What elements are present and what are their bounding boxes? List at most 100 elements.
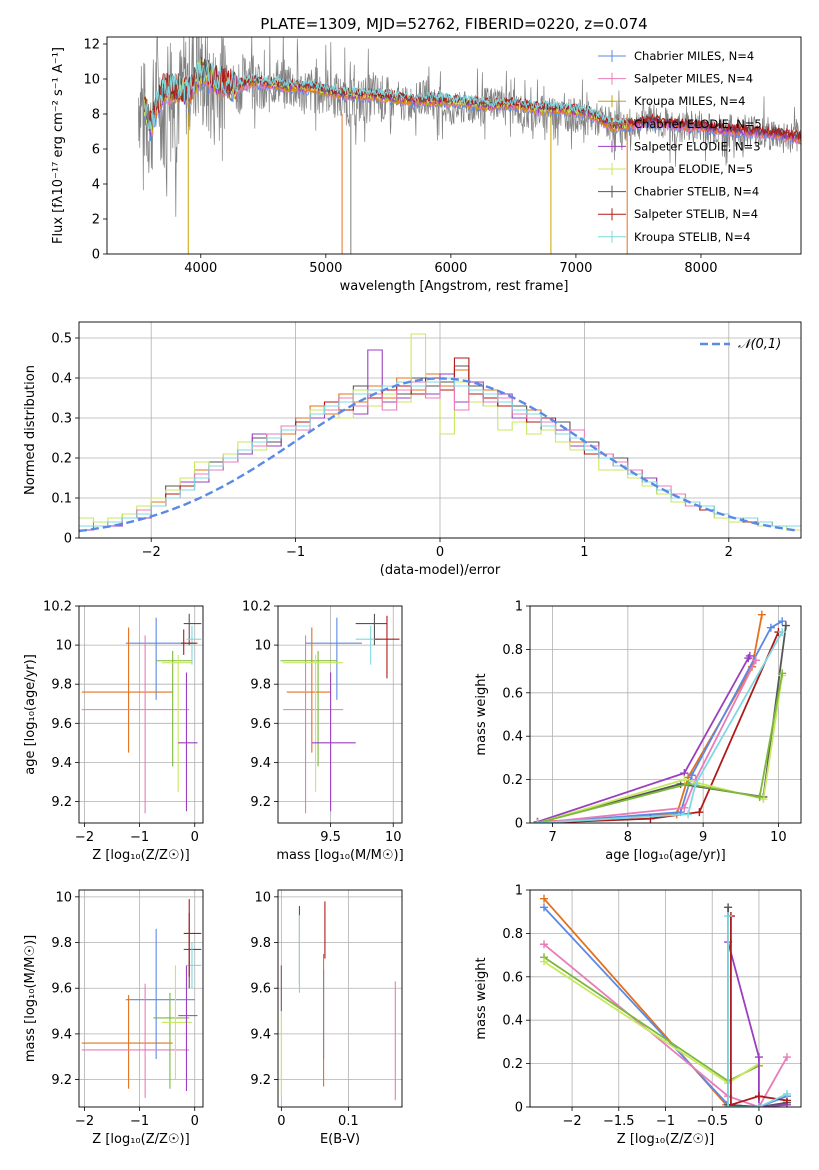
age-vs-mass-panel: 9.5 10 9.2 9.4 9.6 9.8 10 10.2 mass [log₁₀(M/M☉)… bbox=[242, 600, 404, 864]
x-tick-label: −1 bbox=[286, 545, 305, 560]
model-spectrum bbox=[144, 60, 629, 134]
weight-line bbox=[543, 898, 759, 1107]
legend-entry: Salpeter STELIB, N=4 bbox=[634, 207, 758, 221]
age-vs-mass-plot bbox=[280, 613, 400, 814]
x-tick-label: 9.5 bbox=[320, 830, 341, 845]
y-tick-label: 10 bbox=[254, 639, 271, 654]
x-axis-label: (data-model)/error bbox=[380, 563, 501, 578]
spectrum-panel: 4000 5000 6000 7000 8000 0 2 4 6 8 10 12 wavelength … bbox=[51, 15, 802, 294]
weight-marker bbox=[691, 779, 700, 788]
weight-line bbox=[537, 655, 751, 823]
x-tick-label: −1 bbox=[656, 1114, 675, 1129]
x-tick-label: 0.1 bbox=[338, 1114, 359, 1129]
x-tick-label: 0 bbox=[436, 545, 444, 560]
x-tick-label: 8 bbox=[624, 830, 632, 845]
y-tick-label: 0.2 bbox=[502, 1057, 523, 1072]
y-tick-label: 0.4 bbox=[502, 730, 523, 745]
weight-line bbox=[537, 631, 783, 823]
y-tick-label: 0.8 bbox=[502, 643, 523, 658]
weight-line bbox=[537, 675, 784, 823]
age-vs-z-panel: −2 −1 0 9.2 9.4 9.6 9.8 10 10.2 Z [log₁₀(Z/Z☉)] ag… bbox=[23, 600, 204, 863]
mass-vs-ebv-plot bbox=[280, 901, 396, 1101]
massweight-vs-z-plot bbox=[540, 894, 791, 1107]
x-tick-label: 7 bbox=[548, 830, 556, 845]
y-tick-label: 0.3 bbox=[51, 412, 72, 427]
weight-marker bbox=[781, 621, 790, 630]
y-tick-label: 0.4 bbox=[51, 372, 72, 387]
y-tick-label: 0.1 bbox=[51, 492, 72, 507]
y-tick-label: 9.8 bbox=[250, 678, 271, 693]
observed-spectrum bbox=[137, 37, 801, 217]
x-axis-label: age [log₁₀(age/yr)] bbox=[605, 848, 726, 863]
weight-marker bbox=[724, 903, 733, 912]
y-tick-label: 9.8 bbox=[51, 678, 72, 693]
axes-frame bbox=[277, 605, 403, 824]
legend-entry: Chabrier MILES, N=4 bbox=[634, 49, 754, 63]
legend-entry: Chabrier ELODIE, N=5 bbox=[634, 117, 762, 131]
x-tick-label: −2 bbox=[562, 1114, 581, 1129]
weight-line bbox=[537, 673, 784, 823]
y-tick-label: 0.6 bbox=[502, 970, 523, 985]
x-tick-label: −2 bbox=[75, 830, 94, 845]
legend: Chabrier MILES, N=4 Salpeter MILES, N=4 Kr… bbox=[598, 49, 762, 244]
weight-marker bbox=[754, 1092, 763, 1101]
x-axis-label: wavelength [Angstrom, rest frame] bbox=[340, 279, 569, 294]
y-tick-label: 9.4 bbox=[51, 1027, 72, 1042]
y-tick-label: 10 bbox=[55, 639, 72, 654]
y-tick-label: 1 bbox=[515, 600, 523, 615]
weight-marker bbox=[680, 803, 689, 812]
y-tick-label: 10 bbox=[83, 73, 100, 88]
weight-marker bbox=[751, 656, 760, 665]
weight-marker bbox=[540, 903, 549, 912]
y-tick-label: 0.5 bbox=[51, 332, 72, 347]
y-tick-label: 10 bbox=[55, 890, 72, 905]
y-axis-label: mass weight bbox=[474, 673, 489, 755]
normal-curve bbox=[79, 377, 799, 533]
y-tick-label: 0.2 bbox=[51, 452, 72, 467]
y-tick-label: 0 bbox=[64, 532, 72, 547]
y-tick-label: 2 bbox=[92, 213, 100, 228]
histogram-plot bbox=[79, 333, 801, 533]
age-vs-z-plot bbox=[81, 613, 202, 814]
weight-marker bbox=[754, 1103, 763, 1107]
weight-marker bbox=[782, 1053, 791, 1062]
x-tick-label: 6000 bbox=[434, 261, 467, 276]
y-tick-label: 0 bbox=[515, 817, 523, 832]
y-tick-label: 9.6 bbox=[250, 982, 271, 997]
y-tick-label: 9.4 bbox=[250, 756, 271, 771]
x-tick-label: 10 bbox=[385, 830, 402, 845]
chart-title: PLATE=1309, MJD=52762, FIBERID=0220, z=0… bbox=[260, 15, 647, 33]
weight-line bbox=[727, 941, 788, 1107]
x-tick-label: 0 bbox=[191, 1114, 199, 1129]
weight-marker bbox=[680, 775, 689, 784]
x-tick-label: −2 bbox=[142, 545, 161, 560]
y-tick-label: 0 bbox=[92, 248, 100, 263]
x-tick-label: 1 bbox=[580, 545, 588, 560]
weight-marker bbox=[687, 771, 696, 780]
y-axis-label: Normed distribution bbox=[23, 365, 38, 495]
massweight-vs-z-panel: −2 −1.5 −1 −0.5 0 0 0.2 0.4 0.6 0.8 1 Z [log₁₀(Z/Z☉… bbox=[474, 884, 802, 1147]
y-tick-label: 9.6 bbox=[250, 717, 271, 732]
weight-marker bbox=[724, 912, 733, 921]
legend-entry: Kroupa MILES, N=4 bbox=[634, 94, 746, 108]
y-tick-label: 9.2 bbox=[51, 795, 72, 810]
legend: 𝒩(0,1) bbox=[700, 337, 781, 352]
y-tick-label: 0 bbox=[515, 1101, 523, 1116]
x-axis-label: Z [log₁₀(Z/Z☉)] bbox=[92, 1132, 189, 1147]
x-tick-label: 2 bbox=[725, 545, 733, 560]
y-tick-label: 9.4 bbox=[51, 756, 72, 771]
legend-entry: Chabrier STELIB, N=4 bbox=[634, 185, 759, 199]
mass-vs-z-panel: −2 −1 0 9.2 9.4 9.6 9.8 10 Z [log₁₀(Z/Z☉)] mass [… bbox=[23, 889, 204, 1147]
x-tick-label: 0 bbox=[277, 1114, 285, 1129]
massweight-vs-age-panel: 7 8 9 10 0 0.2 0.4 0.6 0.8 1 age [log₁₀(age/yr)] ma… bbox=[474, 600, 802, 863]
x-tick-label: 0 bbox=[755, 1114, 763, 1129]
y-tick-label: 12 bbox=[83, 38, 100, 53]
x-tick-label: −2 bbox=[75, 1114, 94, 1129]
y-tick-label: 1 bbox=[515, 884, 523, 899]
histogram-panel: −2 −1 0 1 2 0 0.1 0.2 0.3 0.4 0.5 (data-model)/erro… bbox=[23, 321, 802, 578]
y-axis-label: Flux [fλ10⁻¹⁷ erg cm⁻² s⁻¹ A⁻¹] bbox=[51, 47, 66, 244]
x-tick-label: 4000 bbox=[184, 261, 217, 276]
y-tick-label: 9.8 bbox=[250, 936, 271, 951]
y-tick-label: 9.2 bbox=[250, 795, 271, 810]
legend-entry: Kroupa STELIB, N=4 bbox=[634, 230, 751, 244]
